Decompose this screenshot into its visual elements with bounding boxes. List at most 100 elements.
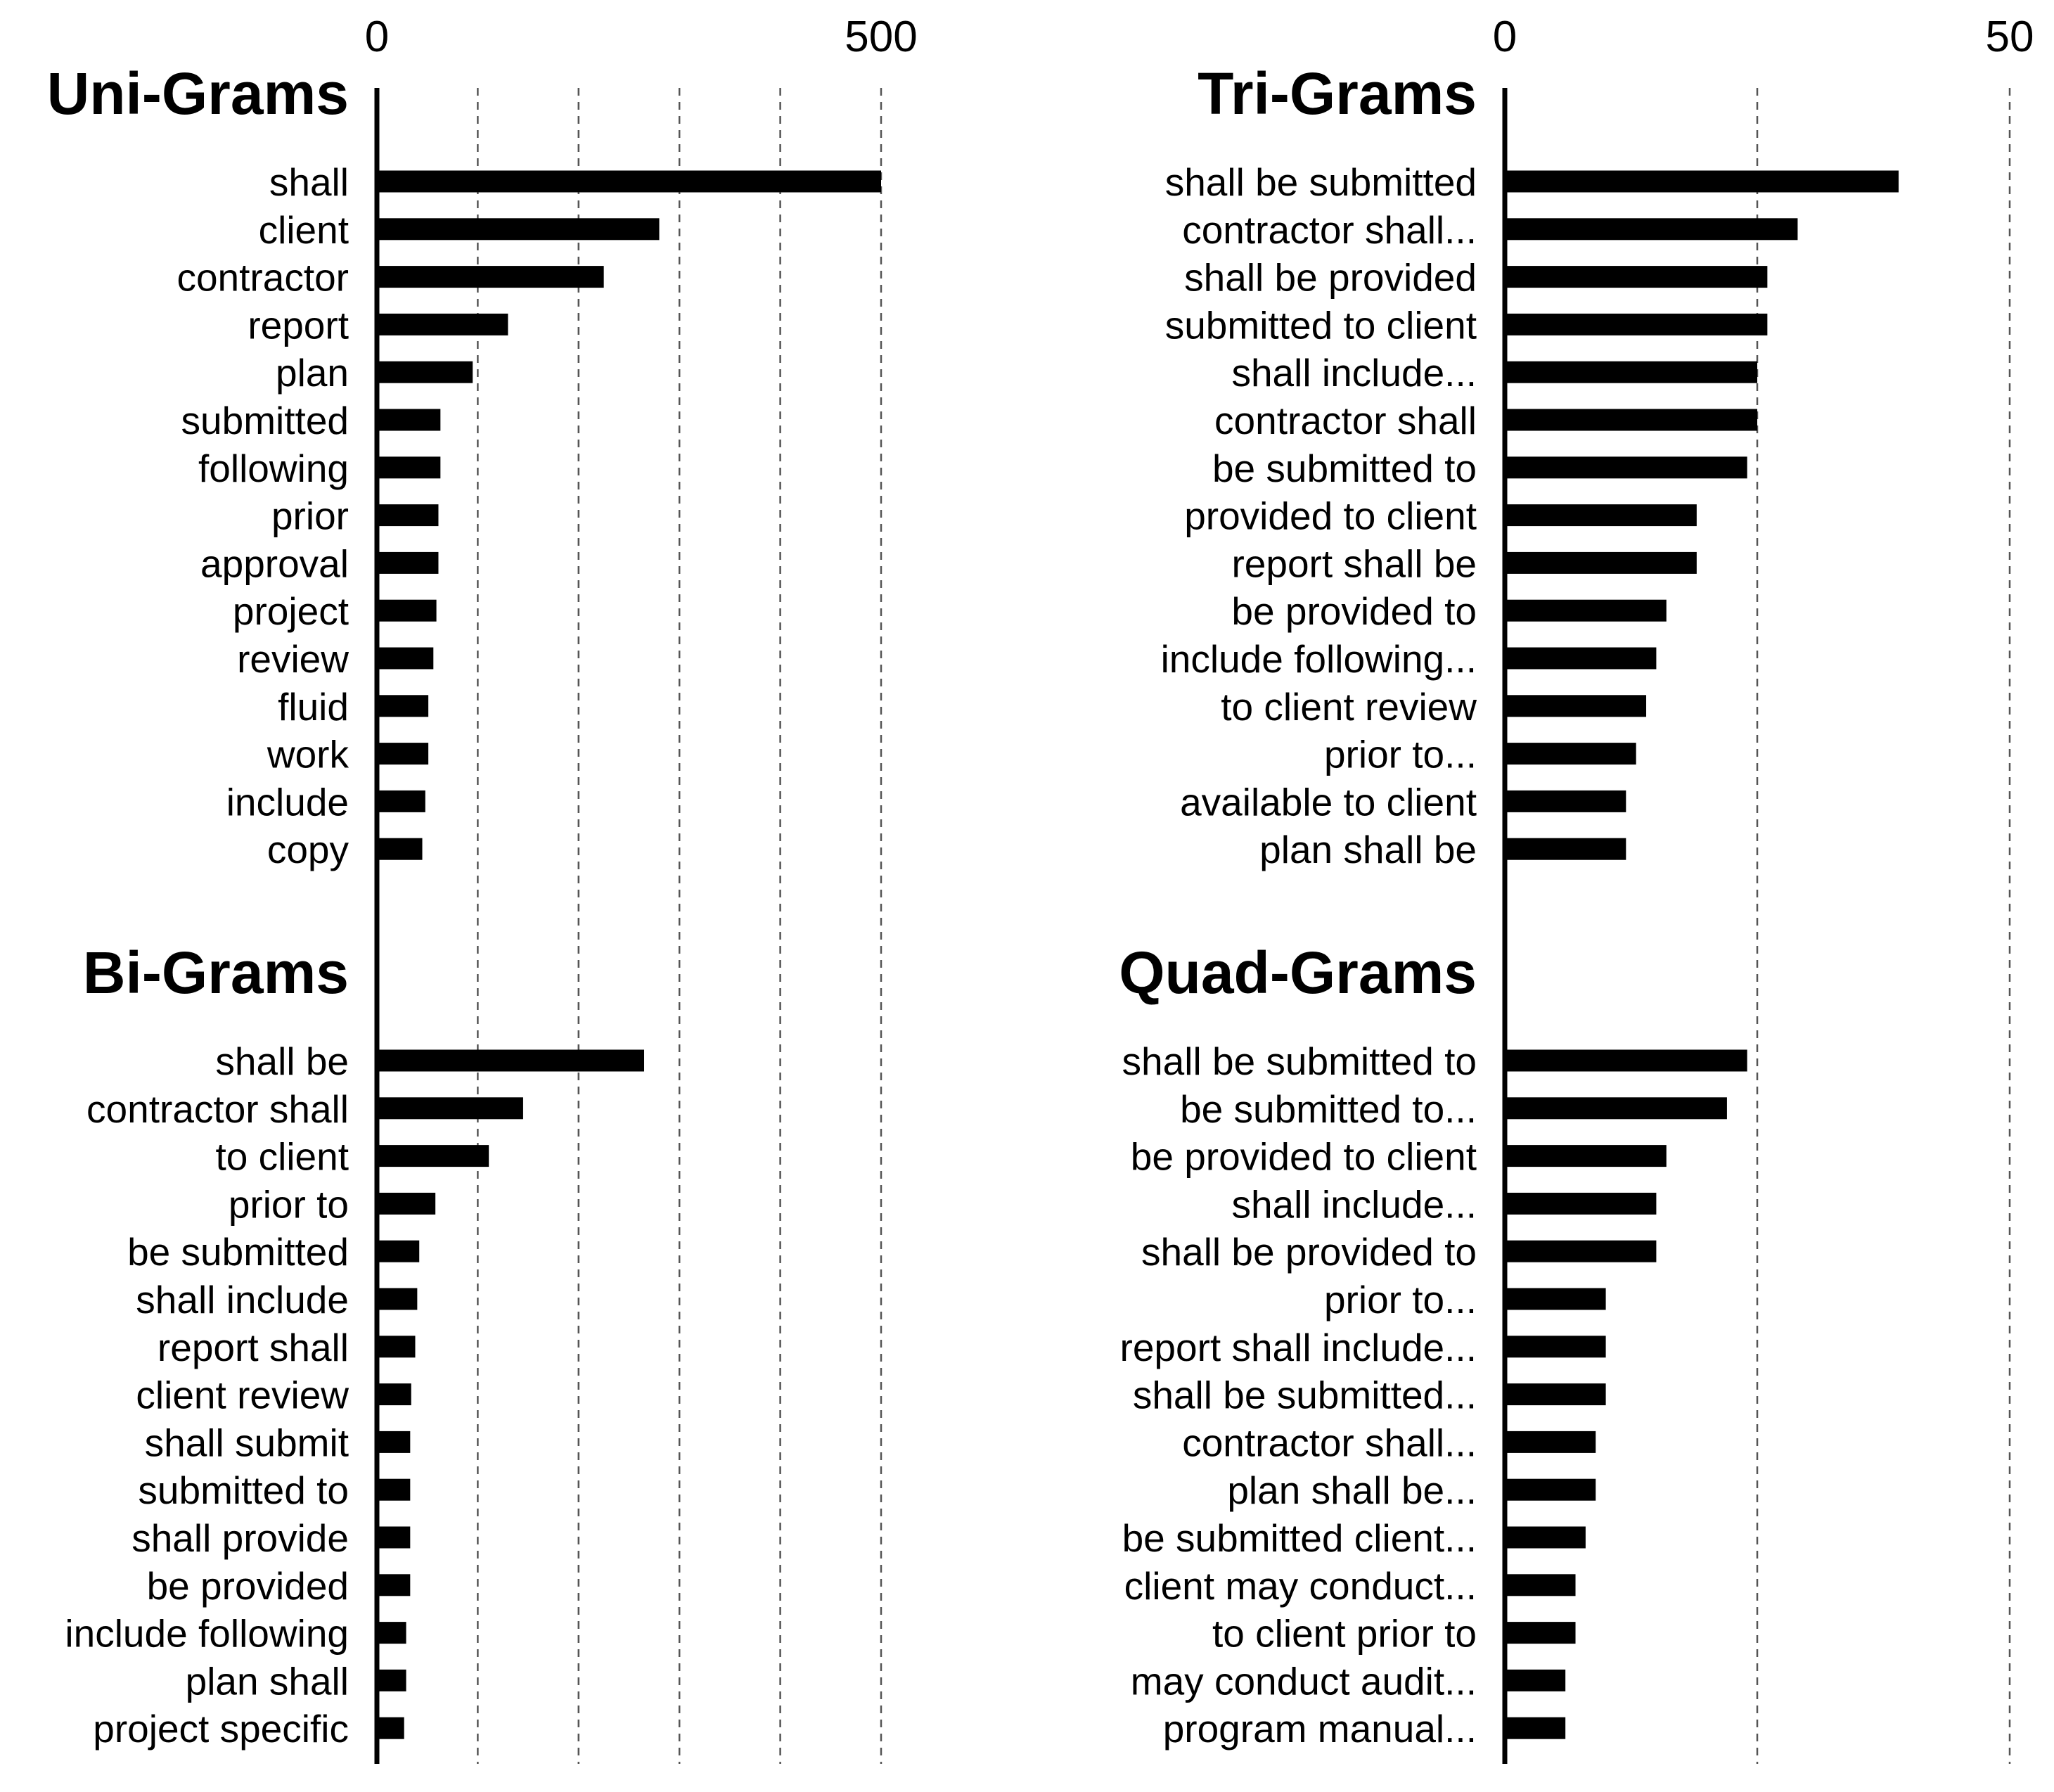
category-label: fluid [278, 685, 349, 729]
bar [377, 1288, 418, 1310]
category-label: report shall [158, 1326, 349, 1369]
bar [377, 838, 423, 860]
bar [377, 790, 425, 812]
category-label: client review [136, 1374, 349, 1417]
category-label: client may conduct... [1124, 1564, 1477, 1608]
bar [377, 361, 473, 383]
bar [377, 1097, 523, 1120]
bar [377, 170, 881, 193]
category-label: to client [215, 1135, 349, 1179]
bar [377, 1717, 404, 1739]
category-label: may conduct audit... [1131, 1659, 1477, 1703]
bar [377, 1192, 436, 1215]
bar [377, 409, 441, 431]
category-label: shall [269, 160, 349, 204]
category-label: shall be submitted... [1133, 1374, 1477, 1417]
bar [1505, 1622, 1576, 1644]
category-label: work [267, 733, 349, 776]
bar [377, 647, 434, 670]
bar [377, 1240, 420, 1262]
bar [377, 551, 439, 574]
category-label: report shall be [1231, 542, 1477, 585]
left-column: 0 500Uni-Gramsshallclientcontractorreport… [47, 13, 918, 1764]
category-label: contractor [176, 256, 349, 300]
bar [1505, 313, 1768, 335]
bar [377, 313, 508, 335]
bar [377, 218, 660, 241]
category-label: submitted to client [1165, 303, 1477, 347]
bar [377, 743, 429, 765]
bar [377, 695, 429, 717]
category-label: client [259, 208, 349, 252]
category-label: be submitted [127, 1230, 349, 1274]
panel-title: Quad-Grams [1119, 940, 1477, 1006]
category-label: plan [276, 351, 349, 395]
category-label: contractor shall... [1182, 1421, 1477, 1464]
bar [377, 266, 604, 288]
category-label: be provided to [1231, 589, 1477, 633]
bar [1505, 551, 1697, 574]
bar [1505, 1526, 1586, 1549]
category-label: include following... [1161, 637, 1477, 681]
bar [1505, 1145, 1667, 1167]
bar [1505, 1431, 1596, 1453]
bar [1505, 1240, 1657, 1262]
panel-title: Tri-Grams [1198, 60, 1477, 127]
bar [1505, 790, 1626, 812]
category-label: contractor shall [1214, 399, 1477, 442]
category-label: copy [267, 828, 349, 871]
category-label: include [226, 780, 349, 824]
axis-tick-label: 50 [1986, 13, 2034, 61]
axis-tick-label: 500 [845, 13, 917, 61]
category-label: review [237, 637, 349, 681]
category-label: be provided [147, 1564, 349, 1608]
bar [1505, 1478, 1596, 1501]
bar [377, 1336, 416, 1358]
category-label: plan shall be... [1227, 1468, 1477, 1512]
category-label: shall be provided [1184, 256, 1477, 300]
bar [377, 1574, 411, 1596]
bar [1505, 1383, 1606, 1406]
category-label: to client prior to [1212, 1612, 1477, 1656]
category-label: shall include... [1231, 1182, 1477, 1226]
bar [1505, 647, 1657, 670]
category-label: prior to... [1324, 733, 1477, 776]
bar [1505, 1288, 1606, 1310]
bar [1505, 1049, 1747, 1072]
bar [377, 1669, 406, 1691]
bar [377, 1145, 489, 1167]
axis-tick-label: 0 [1493, 13, 1517, 61]
bar [377, 1049, 645, 1072]
category-label: shall be submitted to [1122, 1039, 1477, 1083]
category-label: shall be [215, 1039, 349, 1083]
category-label: shall provide [131, 1516, 349, 1560]
bar [377, 504, 439, 527]
bar [1505, 409, 1757, 431]
bar [1505, 838, 1626, 860]
bar [377, 1478, 411, 1501]
category-label: shall be provided to [1141, 1230, 1477, 1274]
category-label: be submitted to [1212, 447, 1477, 490]
bar [1505, 361, 1757, 383]
bar [1505, 599, 1667, 622]
bar [377, 599, 437, 622]
category-label: prior to [229, 1182, 349, 1226]
category-label: project specific [93, 1707, 349, 1751]
bar [1505, 1336, 1606, 1358]
category-label: submitted [181, 399, 349, 442]
uni-panel: Uni-Grams shallclientcontractorreportplan… [47, 60, 881, 871]
bar [1505, 218, 1798, 241]
category-label: to client review [1221, 685, 1477, 729]
bar [1505, 456, 1747, 479]
category-label: provided to client [1184, 494, 1477, 538]
panel-title: Bi-Grams [83, 940, 349, 1006]
bar [1505, 695, 1647, 717]
category-label: available to client [1180, 780, 1477, 824]
category-label: plan shall [186, 1659, 349, 1703]
bar [377, 1622, 406, 1644]
bar [1505, 266, 1768, 288]
category-label: shall submit [145, 1421, 349, 1464]
